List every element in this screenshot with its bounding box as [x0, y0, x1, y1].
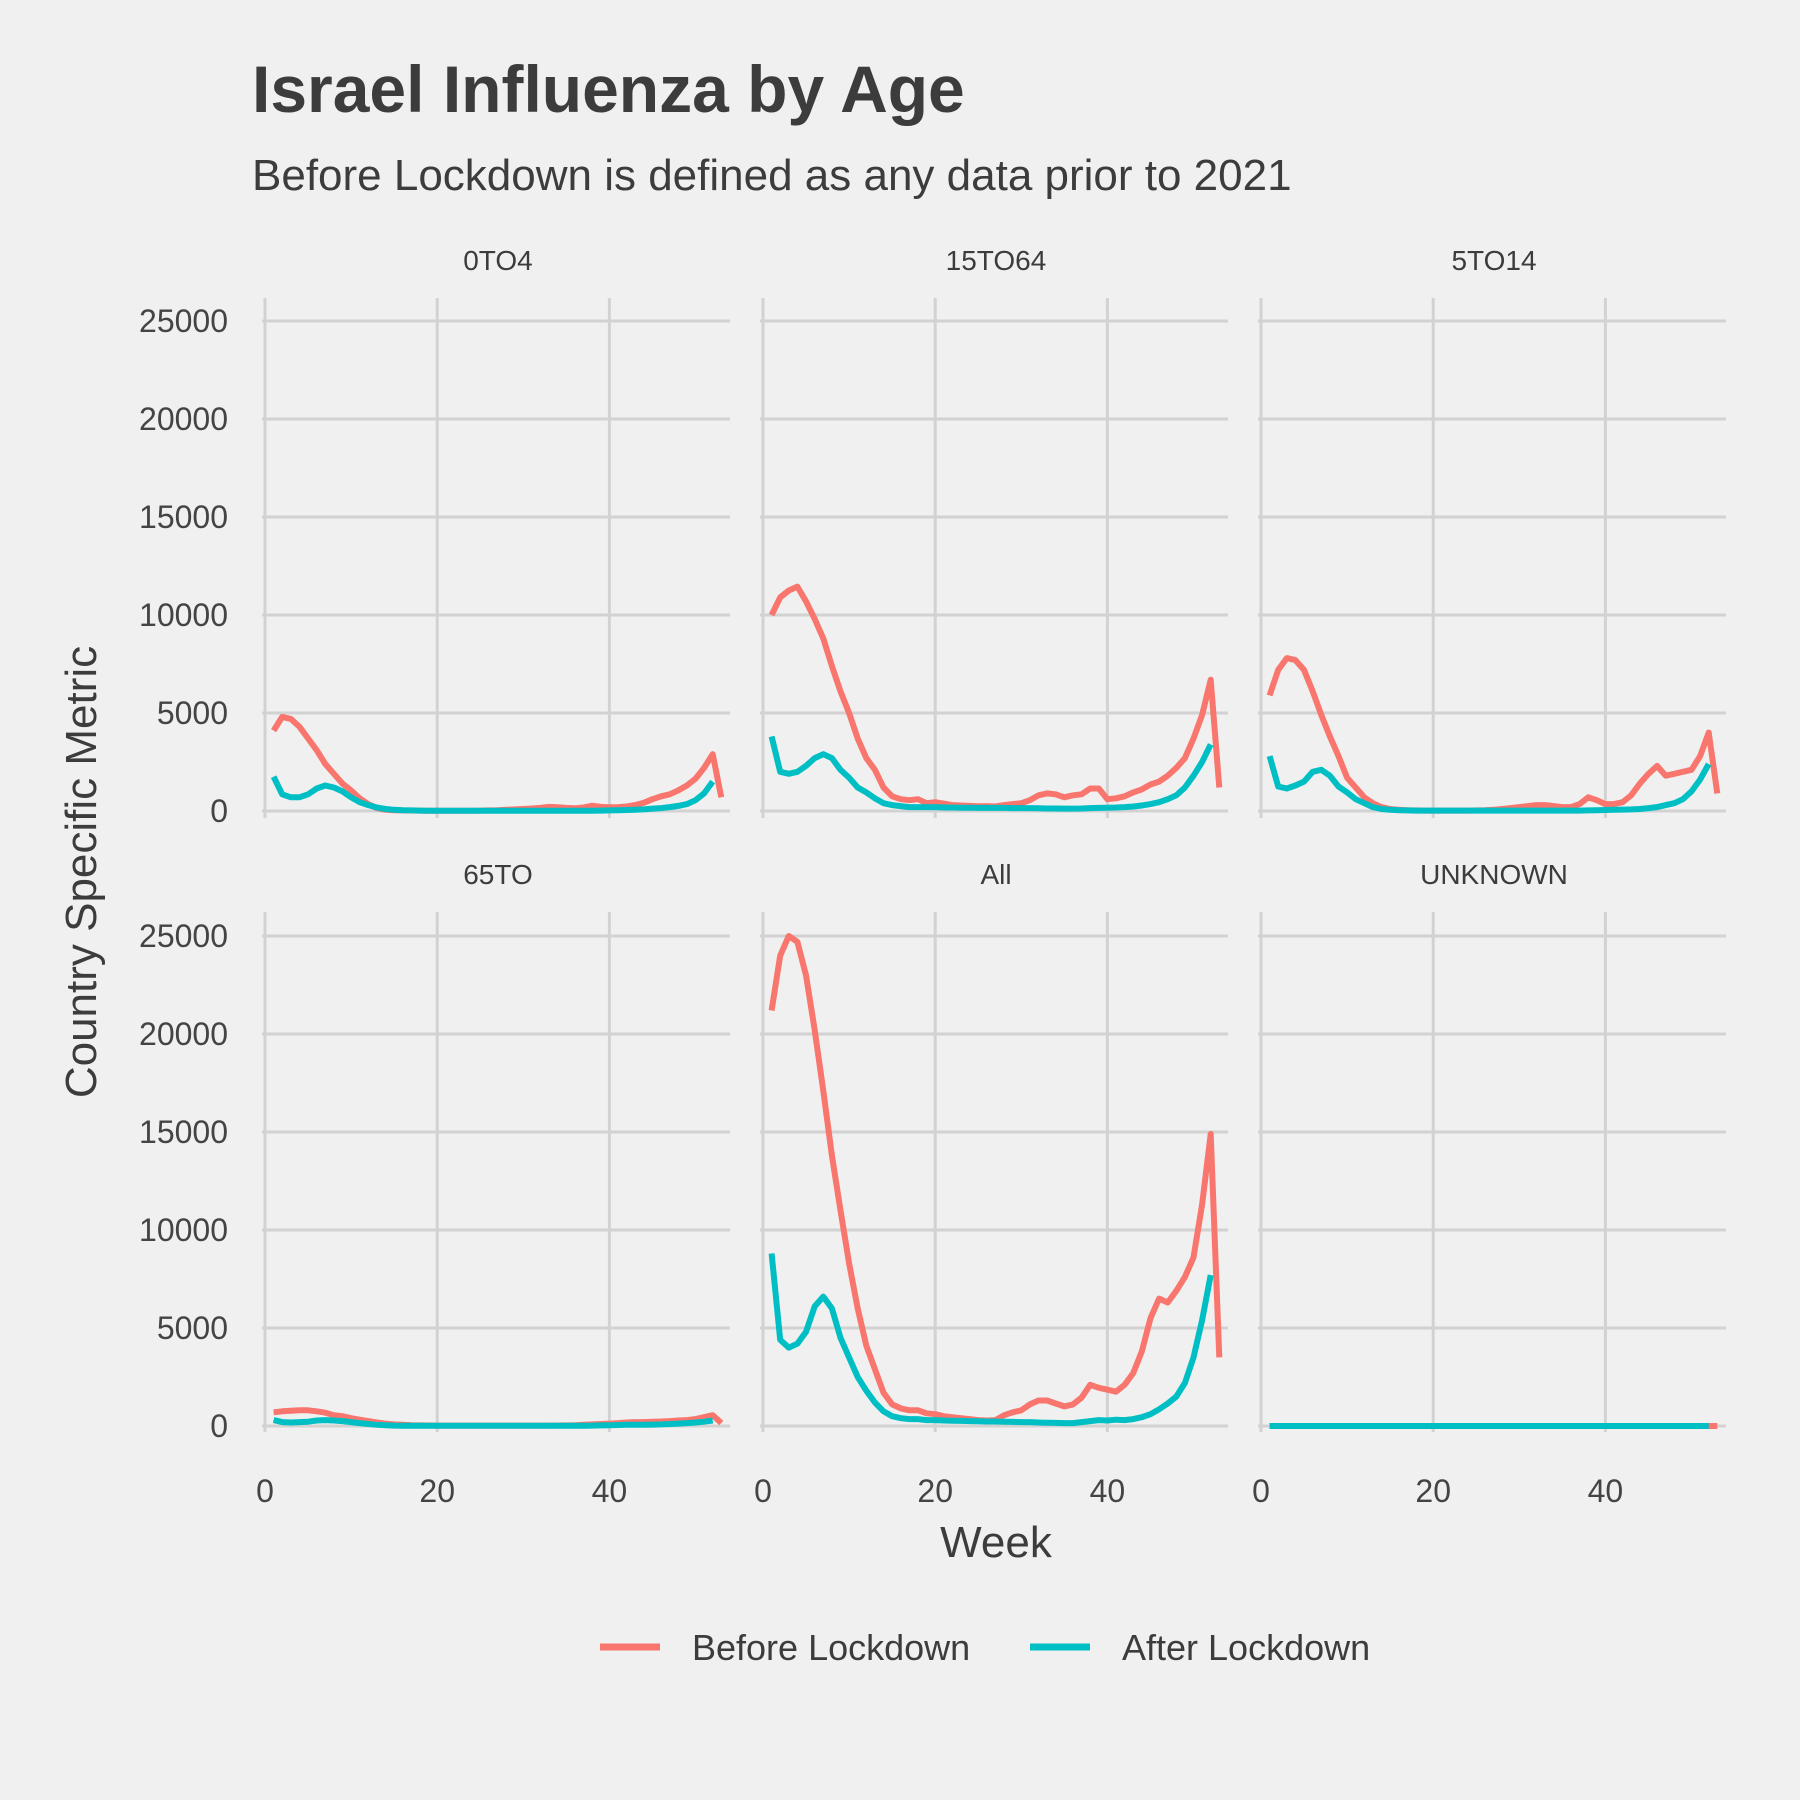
facet-panel-15to64: 15TO64: [760, 245, 1228, 818]
x-axis-label: Week: [940, 1518, 1053, 1567]
series-line-after-lockdown: [768, 1253, 1214, 1427]
x-tick-label: 40: [1588, 1473, 1624, 1509]
facet-label: 15TO64: [946, 245, 1047, 276]
x-tick-label: 20: [917, 1473, 953, 1509]
y-tick-label: 10000: [139, 597, 228, 633]
facet-panel-0to4: 0TO4 0 5000 10000 15000 20000 25000: [139, 245, 730, 829]
series-line-after-lockdown: [1266, 755, 1712, 814]
series-line-after-lockdown: [272, 1417, 714, 1429]
y-tick-label: 5000: [157, 695, 228, 731]
facet-panel-all: All 0 20 40: [754, 859, 1228, 1509]
facet-label: 5TO14: [1451, 245, 1536, 276]
chart-title: Israel Influenza by Age: [252, 52, 965, 126]
facet-label: 65TO: [463, 859, 533, 890]
facet-label: UNKNOWN: [1420, 859, 1568, 890]
y-tick-label: 25000: [139, 303, 228, 339]
legend-label: After Lockdown: [1122, 1627, 1370, 1668]
series-line-before-lockdown: [768, 933, 1223, 1424]
series-line-before-lockdown: [271, 713, 725, 814]
legend-item-before-lockdown: Before Lockdown: [600, 1627, 970, 1668]
y-tick-label: 25000: [139, 918, 228, 954]
facet-panel-65to: 65TO 0 5000 10000 15000 20000 25000 0 20 40: [139, 859, 730, 1509]
x-tick-label: 40: [592, 1473, 628, 1509]
series-line-after-lockdown: [270, 775, 716, 814]
x-tick-label: 0: [754, 1473, 772, 1509]
x-tick-label: 0: [256, 1473, 274, 1509]
y-tick-label: 0: [210, 793, 228, 829]
legend-label: Before Lockdown: [692, 1627, 970, 1668]
facet-panel-unknown: UNKNOWN 0 20 40: [1252, 859, 1726, 1509]
legend-item-after-lockdown: After Lockdown: [1030, 1627, 1370, 1668]
series-line-after-lockdown: [768, 735, 1214, 812]
facet-label: All: [980, 859, 1011, 890]
x-tick-label: 40: [1090, 1473, 1126, 1509]
chart-subtitle: Before Lockdown is defined as any data p…: [252, 151, 1292, 200]
x-tick-label: 20: [1415, 1473, 1451, 1509]
y-tick-label: 10000: [139, 1212, 228, 1248]
y-tick-label: 15000: [139, 1114, 228, 1150]
y-tick-label: 5000: [157, 1310, 228, 1346]
y-axis-label: Country Specific Metric: [57, 646, 106, 1098]
series-line-before-lockdown: [768, 583, 1223, 810]
facet-panel-5to14: 5TO14: [1258, 245, 1726, 818]
facet-label: 0TO4: [463, 245, 533, 276]
y-tick-label: 15000: [139, 499, 228, 535]
x-tick-label: 0: [1252, 1473, 1270, 1509]
legend: Before Lockdown After Lockdown: [600, 1627, 1370, 1668]
y-tick-label: 20000: [139, 1016, 228, 1052]
y-tick-label: 20000: [139, 401, 228, 437]
x-tick-label: 20: [419, 1473, 455, 1509]
y-tick-label: 0: [210, 1408, 228, 1444]
